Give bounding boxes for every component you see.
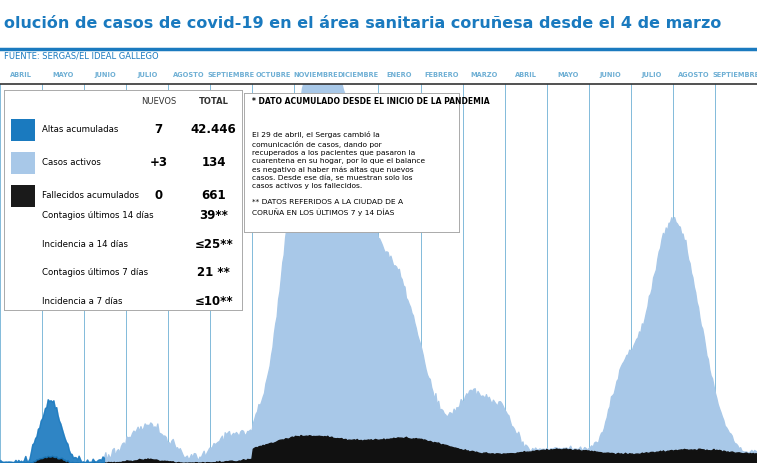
Text: Contagios últimos 7 días: Contagios últimos 7 días [42, 269, 148, 277]
Text: NUEVOS: NUEVOS [141, 97, 176, 106]
Text: MAYO: MAYO [52, 72, 73, 78]
Text: AGOSTO: AGOSTO [678, 72, 710, 78]
Text: TOTAL: TOTAL [198, 97, 229, 106]
Text: NOVIEMBRE: NOVIEMBRE [293, 72, 338, 78]
Text: Contagios últimos 14 días: Contagios últimos 14 días [42, 211, 154, 220]
Text: 42.446: 42.446 [191, 123, 236, 137]
Bar [11, 152, 35, 174]
Text: Altas acumuladas: Altas acumuladas [42, 125, 118, 134]
Text: 0: 0 [154, 189, 163, 202]
Text: ABRIL: ABRIL [10, 72, 32, 78]
Text: 7: 7 [154, 123, 163, 137]
Bar [11, 119, 35, 141]
Text: FUENTE: SERGAS/EL IDEAL GALLEGO: FUENTE: SERGAS/EL IDEAL GALLEGO [4, 52, 158, 61]
Text: JUNIO: JUNIO [599, 72, 621, 78]
Text: SEPTIEMBRE: SEPTIEMBRE [712, 72, 757, 78]
Text: ABRIL: ABRIL [515, 72, 537, 78]
Text: Fallecidos acumulados: Fallecidos acumulados [42, 191, 139, 200]
Text: 21 **: 21 ** [197, 266, 230, 279]
Text: JUNIO: JUNIO [95, 72, 116, 78]
Text: +3: +3 [150, 156, 168, 169]
Text: ≤25**: ≤25** [195, 238, 233, 251]
Text: olución de casos de covid-19 en el área sanitaria coruñesa desde el 4 de marzo: olución de casos de covid-19 en el área … [4, 16, 721, 31]
Text: FEBRERO: FEBRERO [425, 72, 459, 78]
Text: JULIO: JULIO [642, 72, 662, 78]
Text: MARZO: MARZO [470, 72, 497, 78]
Text: MAYO: MAYO [557, 72, 578, 78]
Text: JULIO: JULIO [137, 72, 157, 78]
Text: ≤10**: ≤10** [195, 295, 233, 308]
Text: 661: 661 [201, 189, 226, 202]
Text: Casos activos: Casos activos [42, 158, 101, 167]
Text: El 29 de abril, el Sergas cambió la
comunicación de casos, dando por
recuperados: El 29 de abril, el Sergas cambió la comu… [252, 131, 425, 216]
Text: 39**: 39** [199, 209, 228, 222]
Text: Incidencia a 7 días: Incidencia a 7 días [42, 297, 123, 306]
Bar [11, 185, 35, 207]
Text: OCTUBRE: OCTUBRE [256, 72, 291, 78]
Text: 134: 134 [201, 156, 226, 169]
Text: AGOSTO: AGOSTO [173, 72, 205, 78]
Text: DICIEMBRE: DICIEMBRE [337, 72, 378, 78]
Text: Incidencia a 14 días: Incidencia a 14 días [42, 240, 128, 249]
Text: ENERO: ENERO [387, 72, 413, 78]
Text: * DATO ACUMULADO DESDE EL INICIO DE LA PANDEMIA: * DATO ACUMULADO DESDE EL INICIO DE LA P… [252, 97, 490, 106]
Text: SEPTIEMBRE: SEPTIEMBRE [207, 72, 255, 78]
